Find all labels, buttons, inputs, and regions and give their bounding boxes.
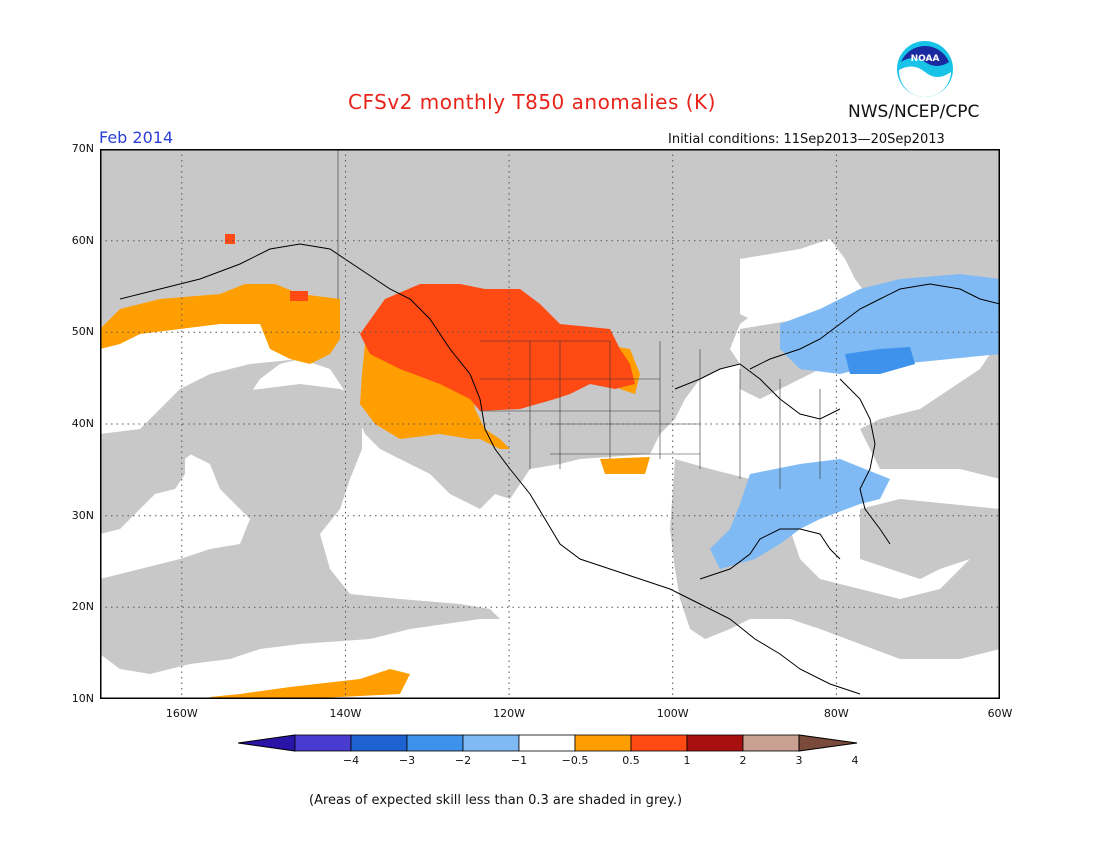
valid-month: Feb 2014	[99, 128, 174, 147]
anomaly-orange-tropics	[210, 669, 410, 699]
colorbar-label: 3	[795, 754, 803, 767]
skill-note: (Areas of expected skill less than 0.3 a…	[309, 793, 683, 808]
anomaly-red-pacific	[290, 291, 308, 301]
noaa-logo: NOAA	[893, 40, 957, 98]
colorbar-segment	[630, 734, 688, 752]
anomaly-map	[100, 149, 1000, 699]
political-borders	[337, 149, 821, 489]
lat-tick-label: 60N	[71, 233, 94, 247]
clear-region-pacific	[100, 319, 300, 434]
colorbar-label: −3	[398, 754, 416, 767]
anomaly-blue-deep-northeast	[845, 347, 915, 374]
colorbar-label: 4	[851, 754, 859, 767]
lat-tick-label: 10N	[71, 692, 94, 705]
chart-title: CFSv2 monthly T850 anomalies (K)	[348, 90, 716, 114]
colorbar-label: −0.5	[561, 754, 589, 767]
colorbar-segment	[294, 734, 352, 752]
colorbar-label: 1	[683, 754, 691, 767]
colorbar-segment	[350, 734, 408, 752]
lat-tick-label: 20N	[71, 600, 94, 614]
lat-tick-label: 30N	[71, 508, 94, 522]
anomaly-orange-pacific	[100, 284, 340, 364]
colorbar-label: 0.5	[622, 754, 640, 767]
lat-tick-label: 70N	[71, 142, 94, 155]
lon-tick-label: 80W	[823, 707, 849, 720]
agency-label: NWS/NCEP/CPC	[848, 102, 980, 122]
graticule	[100, 149, 1000, 699]
anomaly-blue-southeast	[710, 459, 890, 569]
lat-tick-label: 40N	[71, 417, 94, 430]
colorbar	[238, 734, 858, 752]
anomaly-blue-northeast	[780, 274, 1000, 374]
low-skill-north	[100, 149, 1000, 289]
svg-text:NOAA: NOAA	[911, 54, 940, 64]
colorbar-high-arrow	[798, 734, 858, 752]
colorbar-segment	[406, 734, 464, 752]
coastlines	[119, 243, 1000, 695]
colorbar-low-arrow	[238, 734, 296, 752]
lon-tick-label: 140W	[329, 707, 362, 720]
map-frame	[100, 149, 1000, 699]
colorbar-segment	[574, 734, 632, 752]
lon-tick-label: 100W	[656, 707, 689, 720]
lon-tick-label: 160W	[165, 707, 198, 720]
lon-tick-label: 60W	[987, 707, 1013, 720]
anomaly-red-alaska	[225, 234, 235, 244]
colorbar-segment	[742, 734, 800, 752]
colorbar-label: 2	[739, 754, 747, 767]
anomaly-orange-west	[360, 344, 510, 449]
anomaly-orange-southwest	[600, 457, 650, 474]
lat-tick-label: 50N	[71, 325, 94, 339]
colorbar-label: −4	[342, 754, 360, 767]
colorbar-segment	[462, 734, 520, 752]
initial-conditions: Initial conditions: 11Sep2013—20Sep2013	[668, 132, 945, 147]
colorbar-segment	[518, 734, 576, 752]
colorbar-segment	[686, 734, 744, 752]
colorbar-label: −2	[454, 754, 472, 767]
colorbar-label: −1	[510, 754, 528, 767]
lon-tick-label: 120W	[493, 707, 526, 720]
